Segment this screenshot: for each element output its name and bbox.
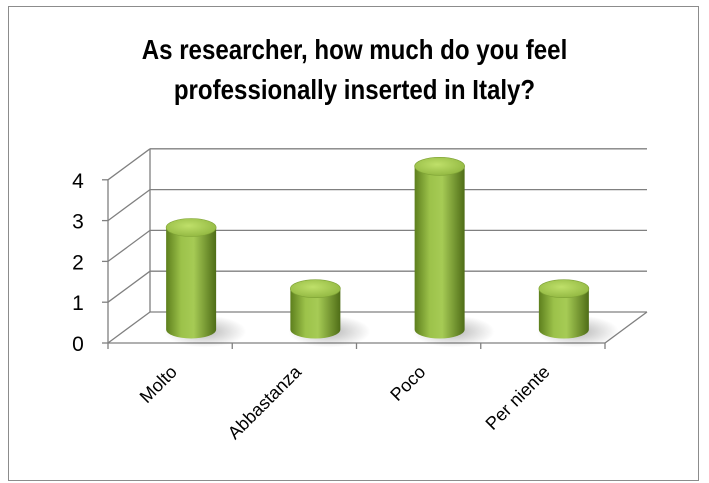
y-tick-label: 1 — [72, 292, 84, 315]
gridline-side — [107, 229, 151, 262]
chart-title-line-1: As researcher, how much do you feel — [141, 34, 568, 65]
gridline-side — [107, 270, 151, 303]
bar-top — [414, 157, 465, 176]
y-tick-label: 4 — [72, 170, 84, 193]
gridline-side — [107, 148, 151, 181]
bar-top — [290, 279, 341, 299]
y-tick-label: 2 — [72, 251, 84, 274]
y-tick-label: 0 — [72, 333, 84, 356]
bar-body — [166, 227, 217, 339]
bar-body — [290, 288, 341, 339]
x-category-label: Abbastanza — [224, 361, 306, 443]
gridline-side — [107, 189, 151, 222]
x-category-label: Per niente — [482, 362, 554, 434]
gridline-side — [107, 311, 151, 344]
bar-top — [165, 218, 217, 237]
chart-title-line-2: professionally inserted in Italy? — [173, 74, 536, 105]
gridlines — [107, 148, 647, 344]
x-category-label: Molto — [136, 362, 181, 407]
x-category-label: Poco — [386, 362, 429, 405]
bar-poco — [412, 157, 495, 348]
chart-frame — [8, 6, 699, 481]
bar-body — [414, 166, 465, 339]
bar-molto — [164, 218, 247, 348]
bar-top — [538, 279, 590, 299]
bar-abbastanza — [288, 279, 371, 348]
bars — [164, 157, 619, 348]
y-tick-label: 3 — [72, 211, 84, 234]
chart-title: As researcher, how much do you feel prof… — [50, 30, 660, 110]
bar-per-niente — [536, 279, 619, 348]
bar-body — [538, 288, 589, 339]
